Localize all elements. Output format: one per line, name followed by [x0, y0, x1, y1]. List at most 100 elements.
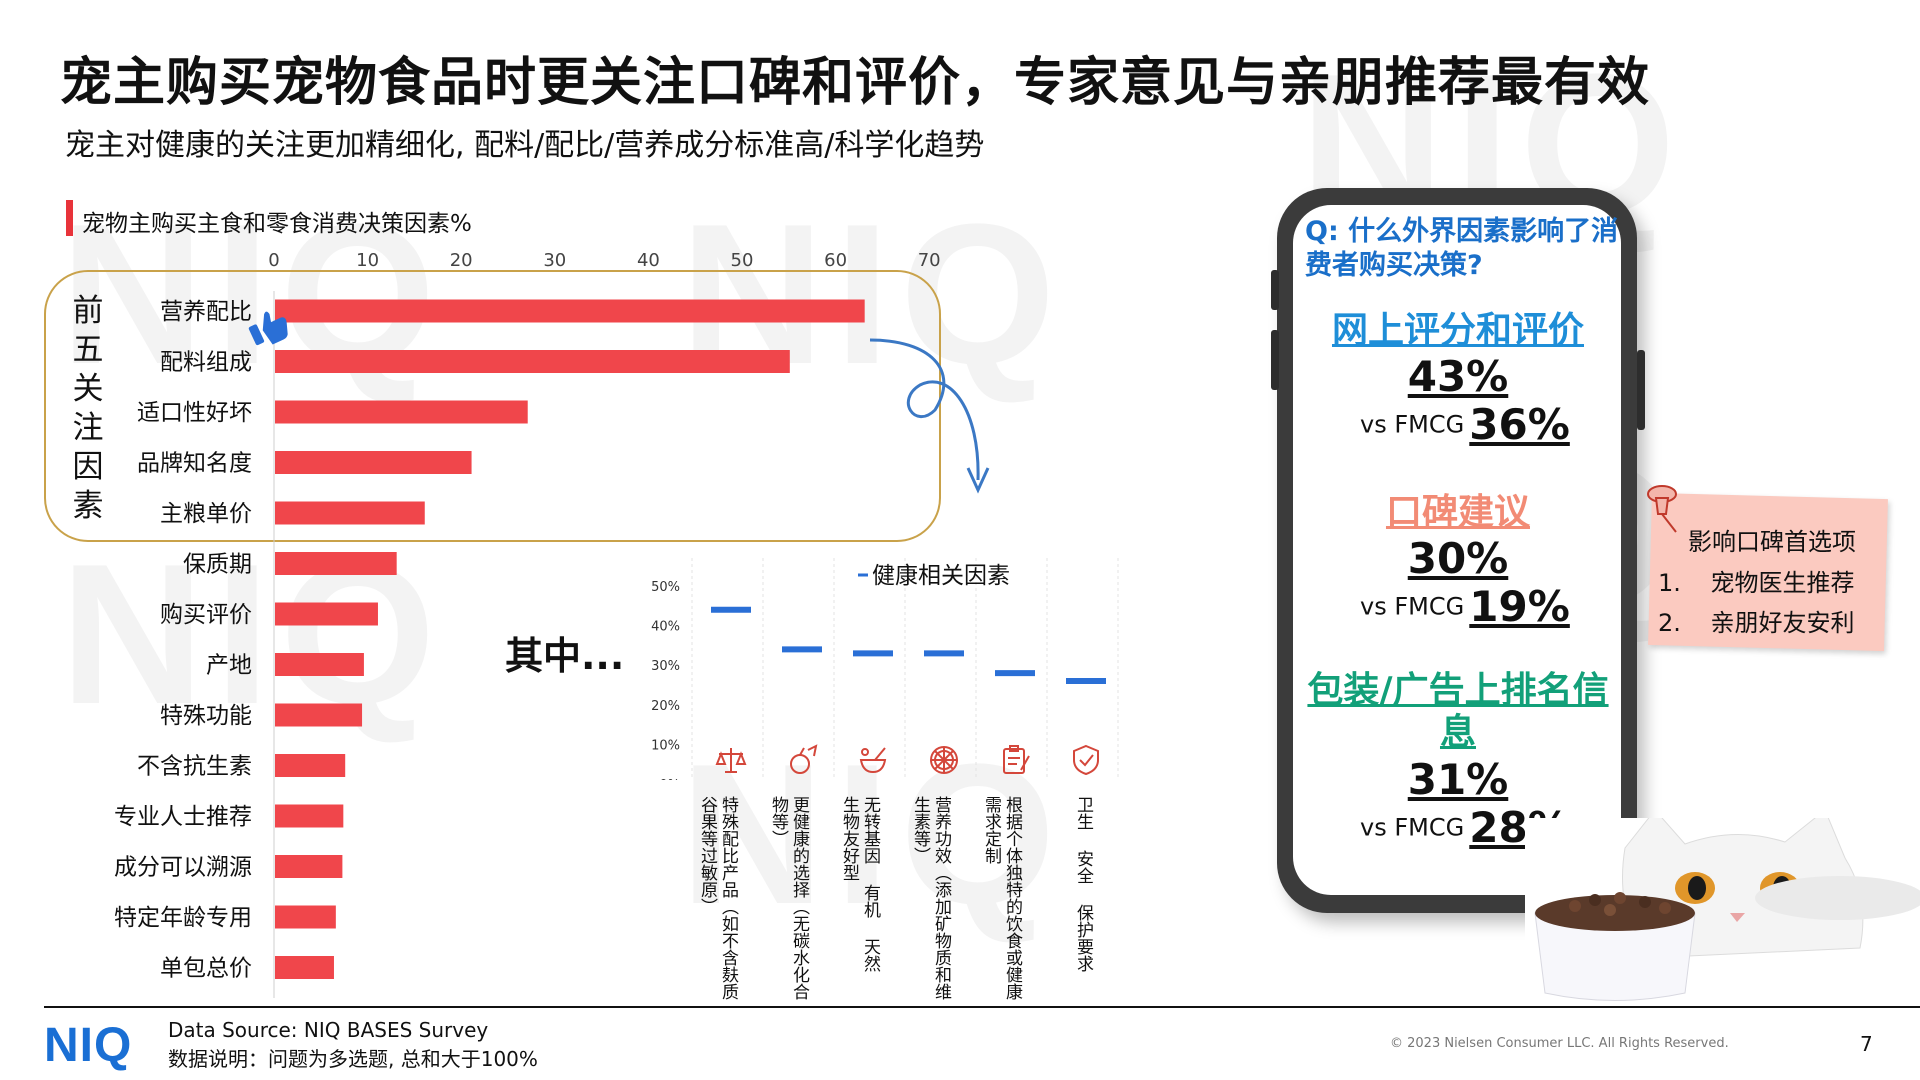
x-tick-label: 40 [637, 250, 660, 271]
health-factors-chart: 0% 10% 20% 30% 40% 50% 健康相关因素 [651, 558, 1119, 780]
bar [275, 501, 425, 525]
y-tick-label: 0% [659, 778, 680, 780]
bar [275, 602, 378, 626]
top5-label-char: 注 [72, 410, 104, 446]
bar [275, 552, 397, 575]
shield-check-icon [1073, 744, 1099, 776]
category-label: 特定年龄专用 [114, 905, 252, 931]
bar [275, 754, 346, 777]
citrus-icon [930, 746, 958, 774]
word-of-mouth-pct: 30% [1407, 534, 1509, 583]
footer-divider [44, 1006, 1920, 1008]
category-label: 产地 [206, 653, 252, 679]
top5-label-char: 前 [72, 293, 104, 329]
phone-screen [1293, 205, 1621, 895]
category-label: 特殊功能 [160, 703, 252, 729]
bar [275, 804, 344, 828]
bar [275, 299, 865, 323]
x-tick-label: 50 [731, 250, 754, 271]
y-tick-label: 40% [651, 620, 680, 635]
category-label: 主粮单价 [160, 501, 252, 527]
top5-highlight-box [44, 270, 941, 542]
bar [275, 350, 790, 373]
bar [275, 451, 472, 474]
vs-label: vs FMCG [1360, 410, 1465, 439]
online-rating-pct: 43% [1407, 352, 1509, 401]
bar [275, 400, 528, 424]
category-label: 品牌知名度 [137, 451, 252, 477]
phone-button [1271, 270, 1279, 310]
page-title: 宠主购买宠物食品时更关注口碑和评价，专家意见与亲朋推荐最有效 [60, 53, 1651, 113]
vs-value: 36% [1469, 400, 1570, 449]
category-label: 营养配比 [160, 299, 252, 325]
top5-label: 前五关注因素 [68, 292, 108, 526]
bar [275, 855, 343, 878]
mortar-icon [859, 747, 887, 774]
bar-chart: 0 10 20 30 40 50 60 70 营养配比配料组成适口性好坏品牌知名度主粮单价保质期… [114, 250, 941, 998]
page-number: 7 [1860, 1032, 1873, 1056]
copyright: © 2023 Nielsen Consumer LLC. All Rights … [1390, 1036, 1729, 1051]
note-item: 1. 宠物医生推荐 [1658, 563, 1855, 598]
category-label: 不含抗生素 [137, 754, 252, 780]
health-category-label: 无转基因 有机 天然 生物友好型 [839, 796, 880, 972]
clipboard-icon [1003, 745, 1030, 774]
apple-icon [790, 744, 818, 774]
y-tick-label: 30% [651, 659, 680, 674]
bar [275, 703, 363, 727]
online-rating-vs: vs FMCG 36% [1360, 400, 1570, 449]
x-tick-label: 30 [543, 250, 566, 271]
page-subtitle: 宠主对健康的关注更加精细化, 配料/配比/营养成分标准高/科学化趋势 [65, 128, 985, 163]
data-note: 数据说明：问题为多选题, 总和大于100% [168, 1047, 538, 1071]
note-item-number: 1. [1658, 569, 1681, 597]
note-item-number: 2. [1658, 609, 1681, 637]
top5-label-char: 关 [72, 371, 104, 407]
y-tick-label: 10% [651, 738, 680, 753]
health-category-label: 卫生 安全 保护要求 [1073, 796, 1093, 972]
subset-label: 其中... [505, 634, 625, 678]
top5-label-char: 五 [72, 332, 104, 368]
health-category-label: 根据个体独特的饮食或健康需求定制 [981, 796, 1022, 1000]
note-item-text: 亲朋好友安利 [1710, 609, 1855, 637]
thumbs-up-icon [248, 311, 288, 346]
phone-question: Q: 什么外界因素影响了消费者购买决策? [1305, 216, 1619, 281]
y-tick-label: 20% [651, 699, 680, 714]
category-label: 单包总价 [160, 956, 252, 982]
top5-label-char: 因 [72, 449, 104, 485]
online-rating-title: 网上评分和评价 [1331, 310, 1584, 351]
bar [275, 956, 334, 979]
niq-logo: NIQ [44, 1019, 133, 1072]
x-tick-label: 70 [918, 250, 941, 271]
note-item: 2. 亲朋好友安利 [1658, 603, 1855, 638]
packaging-ranking-title: 包装/广告上排名信息 [1307, 670, 1609, 753]
category-label: 配料组成 [160, 350, 252, 376]
category-label: 适口性好坏 [137, 400, 252, 426]
note-item-text: 宠物医生推荐 [1710, 569, 1855, 597]
cat-with-food-bowl-image [1525, 818, 1920, 1008]
health-category-label: 更健康的选择（无碳水化合物等） [768, 796, 809, 1000]
y-tick-label: 50% [651, 580, 680, 595]
legend-label: 健康相关因素 [872, 563, 1010, 589]
bar [275, 905, 336, 929]
category-label: 专业人士推荐 [114, 804, 252, 830]
vs-label: vs FMCG [1360, 813, 1465, 842]
word-of-mouth-vs: vs FMCG 19% [1360, 582, 1570, 631]
category-label: 保质期 [183, 552, 252, 578]
health-category-label: 营养功效（添加矿物质和维生素等） [910, 796, 951, 1000]
category-label: 成分可以溯源 [114, 855, 252, 881]
data-source: Data Source: NIQ BASES Survey [168, 1018, 489, 1042]
top5-label-char: 素 [72, 488, 104, 524]
category-label: 购买评价 [160, 602, 252, 628]
health-category-label: 特殊配比产品（如不含麸质谷果等过敏原） [697, 796, 738, 1000]
scale-icon [715, 748, 747, 773]
x-tick-label: 0 [268, 250, 279, 271]
chart-title-marker [66, 200, 73, 236]
note-title: 影响口碑首选项 [1688, 528, 1856, 556]
x-tick-label: 10 [356, 250, 379, 271]
pushpin-icon [1647, 485, 1677, 533]
chart-title: 宠物主购买主食和零食消费决策因素% [82, 211, 472, 237]
phone-button [1637, 350, 1645, 430]
word-of-mouth-title: 口碑建议 [1385, 492, 1530, 533]
packaging-ranking-pct: 31% [1407, 755, 1509, 804]
bar [275, 653, 364, 676]
